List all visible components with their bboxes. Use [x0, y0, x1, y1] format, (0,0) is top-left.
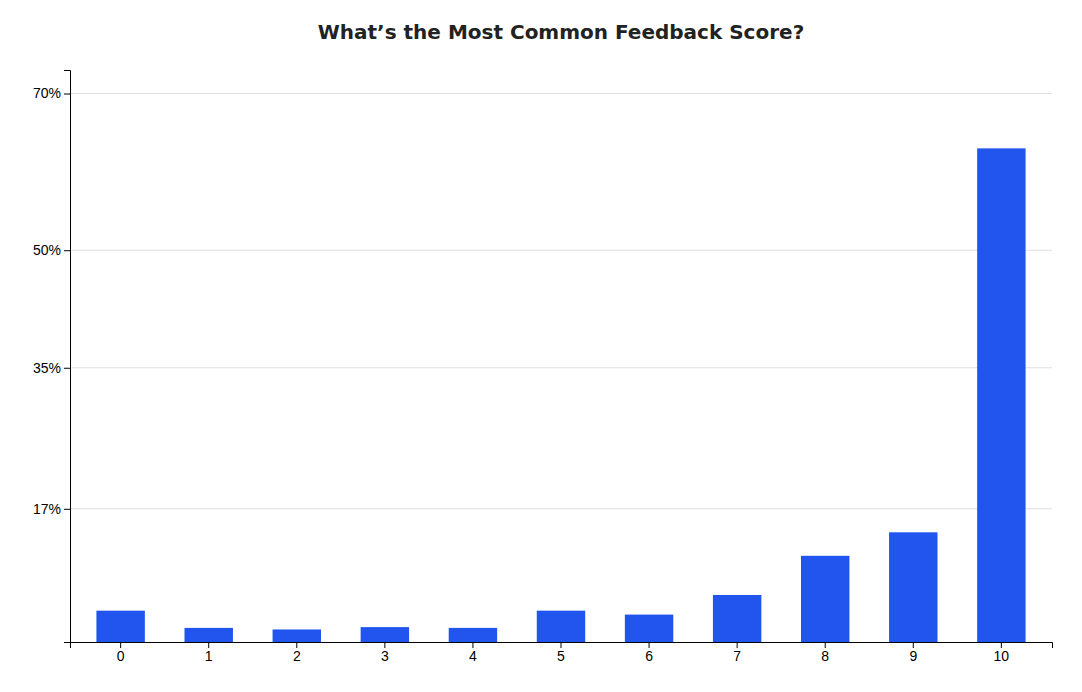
bar [713, 595, 761, 642]
x-tick: 10 [994, 642, 1010, 664]
x-tick: 7 [733, 642, 741, 664]
y-tick-mark [64, 250, 70, 251]
x-tick: 1 [205, 642, 213, 664]
x-tick-label: 3 [381, 648, 389, 664]
x-axis: 0 1 2 3 4 5 6 7 8 9 10 [71, 642, 1053, 664]
x-tick-label: 6 [645, 648, 653, 664]
y-axis-line [64, 71, 71, 643]
bar [801, 556, 849, 642]
y-tick: 50% [33, 242, 70, 258]
bar [977, 148, 1025, 642]
x-tick-label: 7 [733, 648, 741, 664]
bars [96, 148, 1025, 642]
bar [361, 627, 409, 642]
x-tick: 2 [293, 642, 301, 664]
x-tick: 8 [821, 642, 829, 664]
x-tick: 4 [469, 642, 477, 664]
x-tick-label: 0 [117, 648, 125, 664]
x-tick-label: 5 [557, 648, 565, 664]
grid-line [70, 93, 1052, 94]
y-tick-label: 50% [33, 242, 61, 258]
chart-svg: 17% 35% 50% 70% 0 1 2 3 4 5 6 7 8 9 10 What’s the Most … [0, 0, 1082, 692]
grid [70, 94, 1052, 509]
plot-area: 17% 35% 50% 70% 0 1 2 3 4 5 6 7 8 9 10 [33, 71, 1053, 664]
bar [184, 628, 232, 642]
bar [625, 615, 673, 642]
grid-line [70, 250, 1052, 251]
x-tick: 5 [557, 642, 565, 664]
y-tick: 70% [33, 85, 70, 101]
x-tick-label: 2 [293, 648, 301, 664]
x-tick-label: 9 [909, 648, 917, 664]
bar [449, 628, 497, 642]
y-tick-mark [64, 509, 70, 510]
y-tick-mark [64, 368, 70, 369]
x-tick-label: 8 [821, 648, 829, 664]
x-tick-label: 4 [469, 648, 477, 664]
grid-line [70, 367, 1052, 368]
x-tick-label: 1 [205, 648, 213, 664]
bar [537, 611, 585, 642]
title: What’s the Most Common Feedback Score? [318, 20, 805, 44]
y-tick-label: 35% [33, 360, 61, 376]
y-tick-label: 70% [33, 85, 61, 101]
x-tick: 9 [909, 642, 917, 664]
y-tick: 35% [33, 360, 70, 376]
y-axis: 17% 35% 50% 70% [33, 71, 71, 643]
x-tick: 6 [645, 642, 653, 664]
bar [273, 629, 321, 642]
x-tick: 0 [117, 642, 125, 664]
x-tick-label: 10 [994, 648, 1010, 664]
x-tick: 3 [381, 642, 389, 664]
y-tick: 17% [33, 501, 70, 517]
bar [889, 532, 937, 642]
bar [96, 611, 144, 642]
grid-line [70, 508, 1052, 509]
y-tick-mark [64, 94, 70, 95]
y-tick-label: 17% [33, 501, 61, 517]
